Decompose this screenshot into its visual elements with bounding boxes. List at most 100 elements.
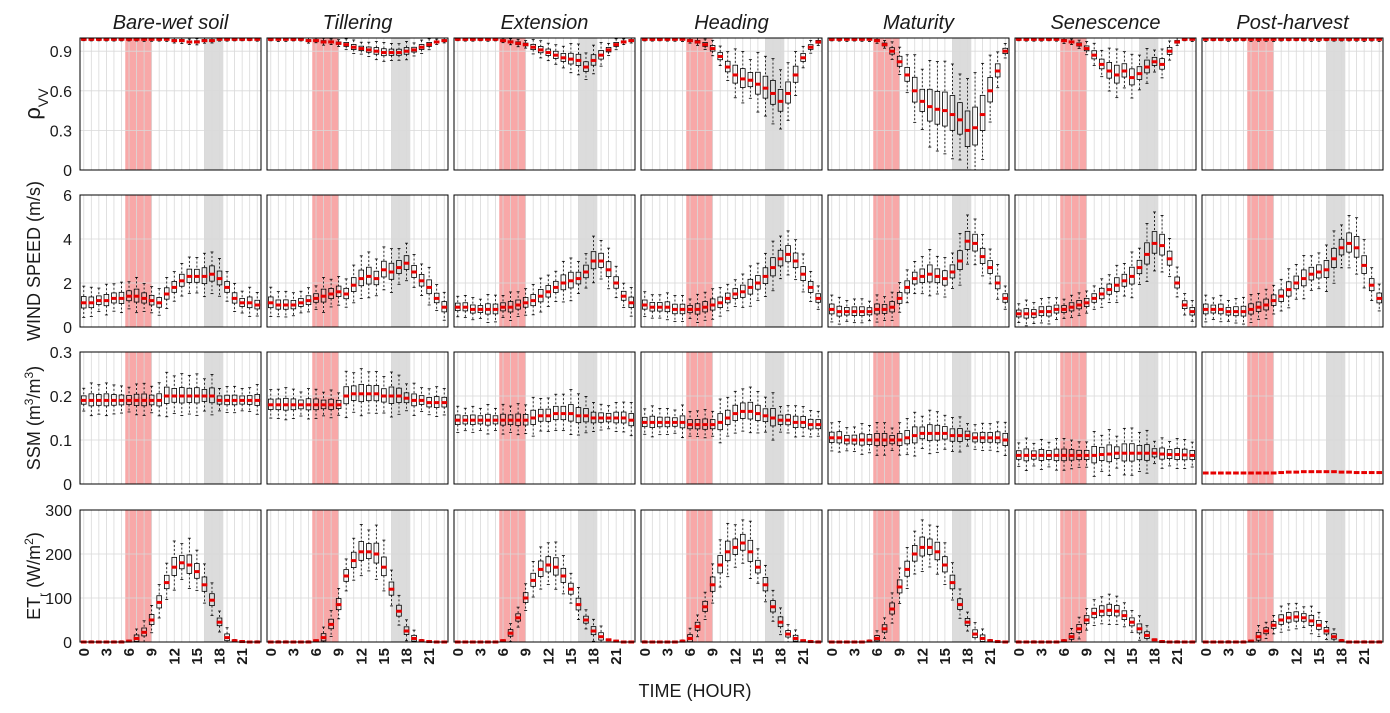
ytick-ssm-3: 0.3 [50,345,72,362]
panel-bg [454,38,635,170]
panel-wind-1 [267,195,448,327]
panel-bg [267,38,448,170]
xtick-2-6: 18 [586,648,603,665]
gray-band [1139,195,1158,327]
xtick-1-1: 3 [285,648,302,656]
panel-rho-2 [454,38,635,170]
gray-band [391,352,410,484]
panel-ssm-3 [641,352,822,484]
panel-bg [80,510,261,642]
gray-band [1326,352,1345,484]
panel-et-4 [828,510,1009,642]
xtick-0-3: 9 [144,648,161,656]
panel-et-2 [454,510,635,642]
panel-bg [267,352,448,484]
box-et-2-20 [606,639,612,641]
xtick-2-3: 9 [518,648,535,656]
panel-et-1 [267,510,448,642]
panel-bg [1202,38,1383,170]
xtick-2-2: 6 [495,648,512,656]
ytick-ssm-2: 0.2 [50,389,72,406]
panel-bg [267,510,448,642]
panel-bg [828,38,1009,170]
ytick-et-0: 0 [63,635,72,652]
gray-band [1139,38,1158,170]
xtick-0-7: 21 [234,648,251,665]
panel-rho-5 [1015,38,1196,170]
ytick-rho-3: 0.9 [50,44,72,61]
xtick-1-6: 18 [399,648,416,665]
panel-wind-0 [80,195,261,327]
stage-title-4: Maturity [883,12,955,34]
ylabel-rho: ρVV [20,88,51,120]
xtick-0-2: 6 [121,648,138,656]
panel-bg [1015,195,1196,327]
panel-ssm-2 [454,352,635,484]
panel-bg [80,38,261,170]
panel-rho-4 [828,38,1009,170]
xtick-3-0: 0 [637,648,654,656]
xtick-1-5: 15 [376,648,393,665]
xtick-3-5: 15 [750,648,767,665]
gray-band [204,38,223,170]
panel-rho-6 [1202,38,1383,170]
ylabel-part: ) [24,366,44,372]
gray-band [391,510,410,642]
ytick-rho-0: 0 [63,163,72,180]
panel-bg [641,352,822,484]
panel-rho-0 [80,38,261,170]
panel-bg [267,195,448,327]
panel-bg [828,510,1009,642]
xtick-3-4: 12 [727,648,744,665]
ytick-wind-1: 2 [63,276,72,293]
xtick-3-2: 6 [682,648,699,656]
ytick-wind-0: 0 [63,320,72,337]
xtick-2-5: 15 [563,648,580,665]
xtick-3-6: 18 [773,648,790,665]
panel-bg [80,195,261,327]
box-et-2-6 [500,640,506,642]
xtick-0-5: 15 [189,648,206,665]
ylabel-ssm: SSM (m3/m3) [22,366,44,470]
ylabel-part: ρ [20,107,45,120]
panel-rho-1 [267,38,448,170]
box-et-3-21 [800,640,806,642]
panel-bg [80,352,261,484]
panel-wind-2 [454,195,635,327]
panel-bg [1015,352,1196,484]
xtick-0-6: 18 [212,648,229,665]
box-et-1-20 [419,640,425,642]
panel-ssm-5 [1015,352,1196,484]
xtick-1-7: 21 [421,648,438,665]
xtick-2-0: 0 [450,648,467,656]
panel-rho-3 [641,38,822,170]
ytick-rho-2: 0.6 [50,84,72,101]
panel-bg [641,510,822,642]
gray-band [1326,195,1345,327]
gray-band [578,510,597,642]
stage-title-6: Post-harvest [1236,12,1350,34]
ytick-et-2: 200 [45,547,72,564]
panel-wind-5 [1015,195,1196,327]
ytick-wind-3: 6 [63,188,72,205]
ylabel-part: VV [35,88,51,107]
xtick-1-2: 6 [308,648,325,656]
gray-band [391,195,410,327]
panel-ssm-0 [80,352,261,484]
panel-et-3 [641,510,822,642]
xtick-2-7: 21 [608,648,625,665]
gray-band [1139,352,1158,484]
gray-band [1326,38,1345,170]
xtick-3-7: 21 [795,648,812,665]
panel-bg [1202,352,1383,484]
box-et-1-6 [313,640,319,642]
xtick-3-3: 9 [705,648,722,656]
ytick-ssm-0: 0 [63,477,72,494]
ylabel-part: /m [24,379,44,399]
xtick-0-1: 3 [98,648,115,656]
panel-wind-6 [1202,195,1383,327]
panel-et-0 [80,510,261,642]
ytick-et-3: 300 [45,503,72,520]
panel-bg [1015,38,1196,170]
